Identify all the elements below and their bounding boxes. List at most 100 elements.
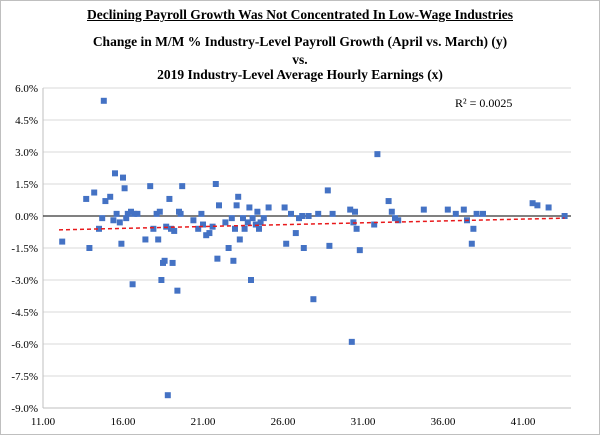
data-point — [123, 215, 130, 222]
data-point — [86, 245, 93, 251]
data-point — [116, 219, 123, 226]
data-point — [292, 230, 299, 237]
data-point — [252, 221, 259, 228]
y-tick-label: -3.0% — [11, 275, 38, 287]
data-point — [326, 242, 333, 249]
data-point — [179, 183, 186, 190]
data-point — [216, 202, 222, 209]
data-point — [480, 210, 486, 217]
data-point — [225, 245, 232, 251]
data-point — [235, 193, 242, 200]
x-tick-label: 26.00 — [271, 416, 296, 428]
data-point — [374, 151, 381, 158]
y-tick-label: -9.0% — [11, 403, 38, 415]
data-point — [195, 225, 202, 232]
data-point — [534, 202, 541, 209]
data-point — [214, 255, 221, 262]
grid-layer — [43, 87, 571, 409]
data-point — [561, 213, 568, 219]
x-tick-label: 21.00 — [191, 416, 216, 428]
data-point — [150, 225, 157, 232]
data-point — [171, 227, 178, 234]
data-point — [161, 257, 168, 264]
data-point — [240, 215, 246, 222]
data-point — [241, 225, 248, 232]
data-point — [385, 198, 392, 205]
data-point — [420, 206, 427, 213]
data-point — [248, 277, 254, 283]
data-point — [203, 232, 210, 239]
chart-subtitle-vs: vs. — [292, 52, 308, 67]
data-point — [155, 236, 162, 243]
trendline — [58, 217, 565, 231]
data-point — [353, 225, 360, 232]
data-point — [244, 219, 251, 226]
data-point — [118, 240, 125, 247]
data-point — [288, 210, 294, 217]
trendline-layer — [58, 217, 565, 231]
data-point — [129, 281, 136, 288]
data-point — [254, 208, 261, 215]
y-tick-label: 6.0% — [15, 83, 38, 95]
data-point — [529, 200, 536, 207]
data-point — [468, 240, 475, 247]
data-point — [158, 277, 165, 283]
r-squared-label: R² = 0.0025 — [455, 96, 513, 110]
data-point — [356, 247, 363, 254]
data-point — [142, 236, 149, 243]
data-point — [232, 225, 238, 232]
data-point — [168, 225, 174, 232]
data-point — [100, 97, 107, 104]
data-point — [59, 238, 66, 245]
data-point — [233, 202, 240, 209]
data-point — [91, 189, 98, 196]
data-point — [212, 181, 219, 187]
data-point — [392, 215, 398, 222]
y-tick-label: 3.0% — [15, 147, 38, 159]
data-point — [166, 195, 173, 202]
data-point — [300, 245, 307, 251]
data-point — [352, 208, 358, 215]
data-point — [256, 225, 262, 232]
data-point — [246, 204, 253, 211]
x-tick-label: 11.00 — [31, 416, 56, 428]
data-point — [200, 221, 206, 228]
data-point — [222, 219, 229, 226]
data-point — [102, 198, 109, 205]
data-point — [128, 208, 134, 215]
data-point — [452, 210, 459, 217]
data-point — [324, 187, 331, 194]
data-point — [283, 240, 290, 247]
data-point — [348, 338, 355, 345]
data-point — [131, 210, 138, 217]
data-point — [99, 215, 106, 222]
data-point — [177, 210, 184, 217]
x-tick-label: 16.00 — [111, 416, 136, 428]
data-point — [96, 225, 102, 232]
data-point — [121, 185, 128, 192]
chart-subtitle-y: Change in M/M % Industry-Level Payroll G… — [92, 34, 508, 49]
data-point — [444, 206, 451, 213]
data-point — [299, 213, 306, 219]
data-point — [120, 174, 126, 181]
data-point — [460, 206, 467, 213]
data-point — [347, 206, 354, 213]
x-tick-label: 36.00 — [431, 416, 456, 428]
data-point — [83, 195, 90, 202]
y-tick-label: -1.5% — [11, 243, 38, 255]
data-point — [230, 257, 237, 264]
data-point — [228, 215, 235, 222]
data-point — [156, 208, 163, 215]
data-point — [470, 225, 477, 232]
data-point — [124, 210, 131, 217]
data-point — [164, 392, 171, 399]
data-point — [113, 210, 120, 217]
data-point — [209, 223, 216, 230]
axis-layer: 6.0% 4.5% 3.0% 1.5% 0.0% -1.5% -3.0% -4.5% -6.0%… — [11, 83, 571, 428]
data-point — [257, 219, 264, 226]
data-point — [249, 215, 256, 222]
data-point — [112, 170, 118, 177]
data-point — [395, 217, 402, 224]
data-point — [329, 210, 336, 217]
